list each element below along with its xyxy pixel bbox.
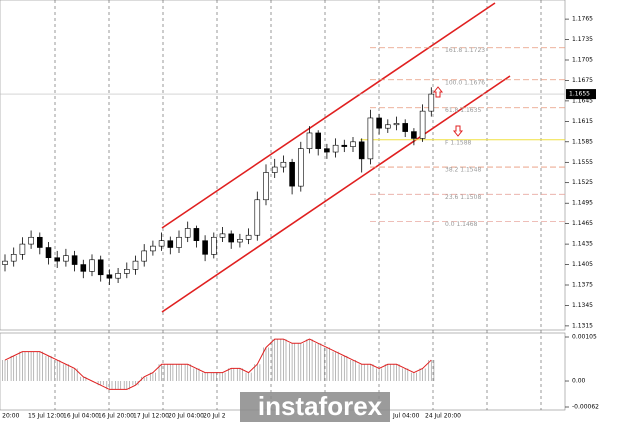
x-tick-label: 20 Jul 2 <box>203 413 226 420</box>
fib-level-label: 0.0 1.1468 <box>445 221 478 228</box>
arrow-up <box>432 86 444 98</box>
candle-body <box>115 273 121 279</box>
candle-body <box>167 240 174 248</box>
y-tick-label: 1.1315 <box>572 322 593 329</box>
y-tick-label: 0.00 <box>572 378 586 385</box>
candle-body <box>202 240 208 255</box>
y-tick-label: 1.1375 <box>572 282 593 289</box>
y-tick-label: 1.1405 <box>572 261 593 268</box>
y-tick-label: 1.1345 <box>572 302 593 309</box>
x-tick-label: 15 Jul 12:00 <box>28 413 64 420</box>
candle-body <box>402 123 409 132</box>
y-tick-label: 1.1495 <box>572 200 593 207</box>
y-tick-label: 1.1555 <box>572 159 593 166</box>
candle-body <box>45 247 52 259</box>
candle-body <box>350 141 356 147</box>
current-price-label: 1.1655 <box>569 91 590 98</box>
candle-body <box>211 236 217 255</box>
y-tick-label: 1.1765 <box>572 16 593 23</box>
candle-body <box>176 236 182 248</box>
y-tick-label: 1.1735 <box>572 36 593 43</box>
candle-body <box>106 274 113 279</box>
channel-upper <box>161 2 496 229</box>
candle-body <box>341 144 348 147</box>
candle-body <box>228 233 234 243</box>
candle-body <box>54 257 61 262</box>
fib-level-label: 38.2 1.1548 <box>445 167 481 174</box>
osc-signal-line <box>4 338 432 390</box>
y-tick-label: 1.1645 <box>572 97 593 104</box>
plot: 1.1765 1.1735 1.1705 1.1675 1.1645 1.1615 1.15… <box>0 16 599 420</box>
candle-body <box>297 148 304 187</box>
candle-body <box>324 148 330 153</box>
x-tick-label: 16 Jul 04:00 <box>63 413 99 420</box>
fib-level-label: F 1.1588 <box>445 139 472 146</box>
x-tick-label: 20 Jul 04:00 <box>168 413 204 420</box>
y-tick-label: 1.1435 <box>572 241 593 248</box>
y-tick-label: 1.1705 <box>572 57 593 64</box>
candle-body <box>193 228 200 241</box>
time-grid <box>54 0 542 410</box>
candle-body <box>219 233 226 238</box>
candle-body <box>411 131 417 139</box>
x-tick-label: Jul 04:00 <box>392 413 420 420</box>
candle-body <box>254 199 261 236</box>
candle-body <box>141 250 147 262</box>
candle-body <box>419 110 426 139</box>
candle-body <box>245 234 252 240</box>
candle-body <box>150 245 156 252</box>
x-tick-label: 17 Jul 12:00 <box>133 413 169 420</box>
candle-body <box>367 117 374 160</box>
candle-body <box>2 260 8 265</box>
candle-body <box>428 93 435 112</box>
candle-body <box>132 260 139 270</box>
y-tick-label: 1.1465 <box>572 220 593 227</box>
candle-body <box>71 255 78 265</box>
watermark: instaforex <box>240 391 390 422</box>
candle-body <box>28 236 34 245</box>
candle-body <box>384 124 391 129</box>
candle-body <box>89 259 95 272</box>
x-tick-label: Jul 20:00 <box>0 413 20 420</box>
candle-body <box>36 236 43 248</box>
candle-body <box>289 161 295 187</box>
candle-body <box>358 141 365 160</box>
candle-body <box>271 166 278 173</box>
candle-body <box>10 254 17 262</box>
watermark-bg <box>240 392 390 422</box>
candle-body <box>124 269 130 274</box>
y-tick-label: 0.00105 <box>572 334 597 341</box>
fib-level-label: 161.8 1.1723 <box>445 47 485 54</box>
candle-body <box>376 117 382 129</box>
fib-level-label: 61.8 1.1635 <box>445 107 481 114</box>
candle-body <box>332 144 339 153</box>
candle-body <box>19 243 26 255</box>
candle-body <box>158 240 165 247</box>
candle-body <box>80 264 87 272</box>
candle-body <box>306 132 313 149</box>
fib-level-label: 23.6 1.1508 <box>445 194 481 201</box>
fib-level-label: 100.0 1.1676 <box>445 79 485 86</box>
candle-body <box>184 228 191 238</box>
candle-body <box>315 132 322 149</box>
current-price-box <box>566 89 596 100</box>
candle-body <box>63 255 69 262</box>
y-tick-label: 1.1615 <box>572 118 593 125</box>
candle-body <box>263 172 269 201</box>
arrow-down <box>452 125 464 137</box>
candle-body <box>393 123 400 126</box>
candle-body <box>237 239 243 243</box>
x-tick-label: 24 Jul 20:00 <box>425 413 461 420</box>
channel-lower <box>161 75 511 313</box>
y-tick-label: 1.1675 <box>572 77 593 84</box>
candle-body <box>97 259 104 276</box>
y-tick-label: -0.00062 <box>572 404 599 411</box>
y-tick-label: 1.1585 <box>572 138 593 145</box>
candle-body <box>280 161 287 168</box>
x-tick-label: 16 Jul 20:00 <box>98 413 134 420</box>
watermark-text: instaforex <box>258 391 383 421</box>
y-tick-label: 1.1525 <box>572 179 593 186</box>
